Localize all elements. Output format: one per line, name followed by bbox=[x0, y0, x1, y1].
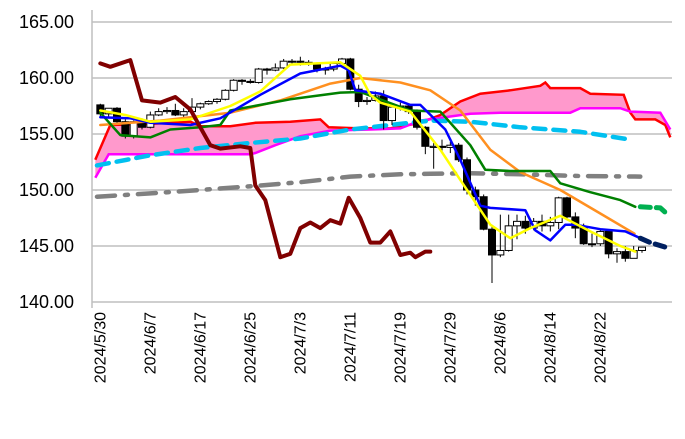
series-blue-forward bbox=[637, 235, 668, 250]
series-yellow bbox=[99, 61, 637, 253]
candle bbox=[163, 107, 171, 114]
candle-body-down bbox=[521, 220, 530, 229]
x-axis-ticks: 2024/5/30 2024/6/7 2024/6/17 2024/6/25 2024/… bbox=[92, 312, 609, 383]
candle-body-down bbox=[488, 228, 496, 256]
candle bbox=[154, 108, 163, 117]
x-tick-label: 2024/8/6 bbox=[492, 312, 509, 374]
series-orange bbox=[99, 76, 636, 235]
x-tick-label: 2024/7/29 bbox=[442, 312, 459, 383]
candle bbox=[113, 107, 121, 124]
candle-body-down bbox=[354, 88, 363, 103]
candle-body-down bbox=[263, 68, 271, 71]
candle bbox=[363, 97, 371, 105]
candle bbox=[229, 79, 238, 92]
candle bbox=[279, 58, 288, 70]
candle bbox=[613, 248, 621, 263]
candle-body-up bbox=[496, 249, 505, 256]
y-tick-label: 165.00 bbox=[19, 12, 74, 32]
x-tick-label: 2024/7/11 bbox=[342, 312, 359, 382]
candle-body-up bbox=[229, 79, 238, 91]
candle bbox=[196, 102, 205, 110]
candle bbox=[488, 224, 496, 283]
candle bbox=[388, 106, 396, 126]
candle bbox=[588, 233, 596, 248]
candle-body-up bbox=[196, 103, 205, 108]
candle-body-up bbox=[513, 220, 521, 227]
candle bbox=[496, 214, 505, 258]
x-tick-label: 2024/6/25 bbox=[242, 312, 259, 383]
candle bbox=[271, 63, 280, 72]
candle bbox=[221, 89, 230, 101]
candle bbox=[554, 196, 563, 230]
candle-body-up bbox=[613, 251, 621, 255]
candle-body-down bbox=[171, 109, 180, 116]
candle bbox=[246, 79, 255, 84]
candle-body-up bbox=[271, 67, 280, 71]
candle-body-up bbox=[204, 101, 213, 105]
x-tick-label: 2024/8/14 bbox=[542, 312, 559, 383]
x-tick-label: 2024/6/7 bbox=[142, 312, 159, 374]
indicator-lines-front bbox=[98, 58, 668, 260]
series-blue bbox=[99, 64, 642, 242]
candle-body-up bbox=[363, 99, 371, 103]
candle bbox=[638, 246, 646, 253]
candle-body-up bbox=[288, 60, 296, 63]
y-tick-label: 140.00 bbox=[19, 292, 74, 312]
candle bbox=[254, 67, 263, 84]
candle-body-down bbox=[296, 60, 305, 63]
candle-body-up bbox=[163, 109, 171, 113]
x-tick-label: 2024/7/3 bbox=[292, 312, 309, 374]
y-tick-label: 155.00 bbox=[19, 124, 74, 144]
candle bbox=[263, 67, 271, 75]
x-tick-label: 2024/7/19 bbox=[392, 312, 409, 383]
candle-body-up bbox=[429, 145, 438, 148]
candle bbox=[429, 142, 438, 169]
candle bbox=[563, 196, 571, 220]
candle-body-up bbox=[546, 221, 555, 227]
candle-body-up bbox=[179, 111, 188, 116]
x-tick-label: 2024/5/30 bbox=[92, 312, 109, 383]
candle-body-up bbox=[213, 98, 221, 103]
candle bbox=[238, 79, 246, 85]
candle-body-up bbox=[279, 60, 288, 69]
candle-body-up bbox=[154, 111, 163, 116]
y-axis-ticks: 165.00 160.00 155.00 150.00 145.00 140.00 bbox=[19, 12, 74, 312]
candle-body-down bbox=[246, 80, 255, 83]
candle-body-down bbox=[621, 251, 630, 259]
candle bbox=[354, 84, 363, 108]
series-chikou-darkred bbox=[98, 58, 433, 260]
candle bbox=[504, 214, 513, 252]
candle-body-up bbox=[554, 197, 563, 223]
candle bbox=[204, 100, 213, 105]
x-tick-label: 2024/8/22 bbox=[592, 312, 609, 383]
candle-body-up bbox=[254, 68, 263, 83]
candle bbox=[171, 103, 180, 117]
y-tick-label: 160.00 bbox=[19, 68, 74, 88]
series-green bbox=[99, 90, 637, 209]
series-cyan-dashed bbox=[94, 118, 633, 168]
candle bbox=[213, 98, 221, 104]
indicator-lines-back bbox=[94, 118, 643, 199]
y-tick-label: 145.00 bbox=[19, 236, 74, 256]
series-gray-dashdot bbox=[94, 170, 643, 199]
candle bbox=[604, 230, 613, 259]
candle-body-down bbox=[563, 197, 571, 218]
y-tick-label: 150.00 bbox=[19, 180, 74, 200]
candle-body-up bbox=[388, 106, 396, 122]
candle-body-down bbox=[238, 79, 246, 82]
span-b-line bbox=[94, 106, 672, 179]
gridlines bbox=[92, 21, 672, 303]
candle-body-up bbox=[588, 243, 596, 246]
x-tick-label: 2024/6/17 bbox=[192, 312, 209, 383]
candle bbox=[179, 108, 188, 118]
series-green-forward bbox=[637, 204, 668, 215]
candle-body-down bbox=[454, 144, 463, 161]
candle-body-up bbox=[221, 89, 230, 100]
candle-body-up bbox=[638, 246, 646, 251]
